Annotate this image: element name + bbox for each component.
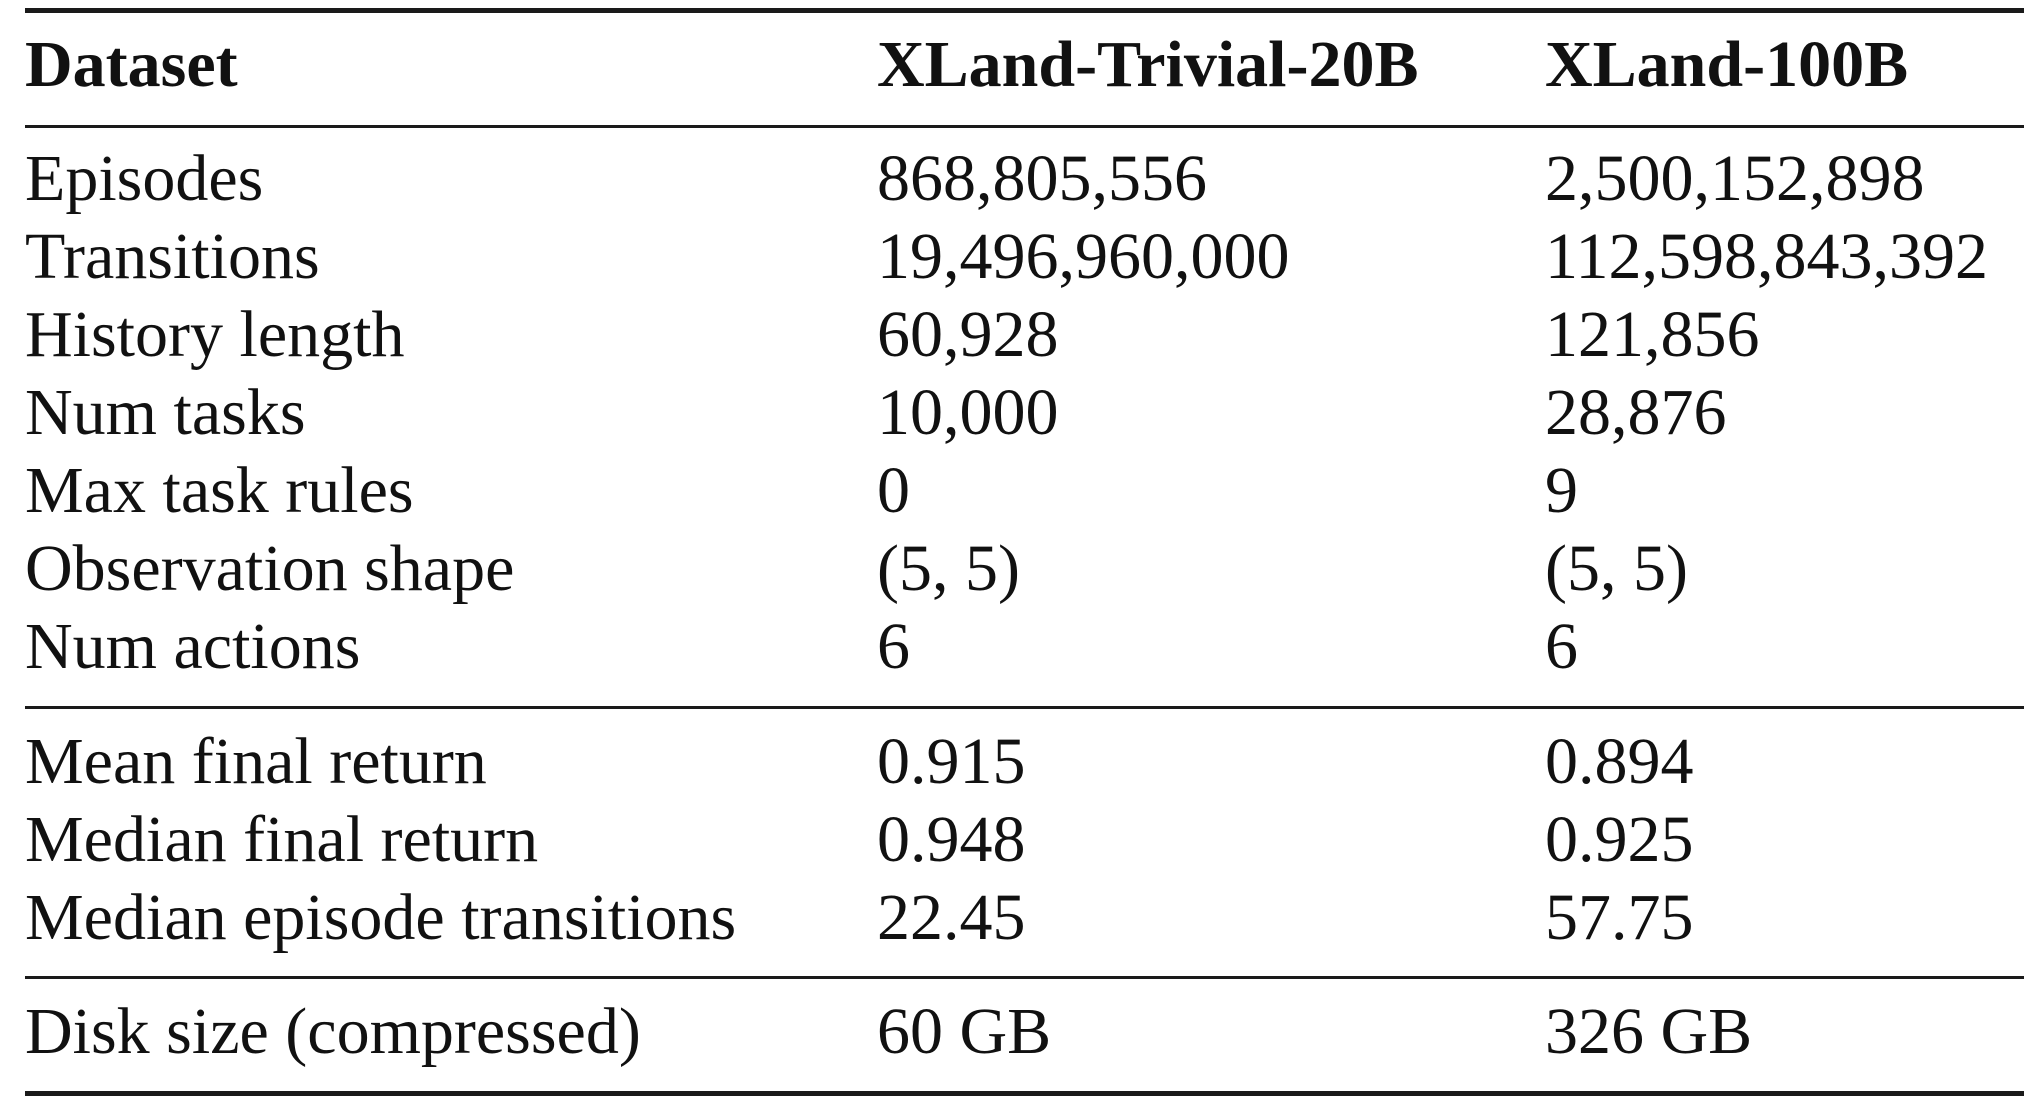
top-rule: [25, 8, 2024, 13]
row-value: 6: [877, 610, 910, 683]
row-value: 57.75: [1545, 881, 1694, 954]
row-value: 2,500,152,898: [1545, 142, 1925, 215]
row-value: (5, 5): [1545, 532, 1688, 605]
row-label: Num tasks: [25, 376, 306, 449]
header-rule: [25, 125, 2024, 128]
row-value: 0.894: [1545, 725, 1694, 798]
row-label: History length: [25, 298, 405, 371]
row-label: Disk size (compressed): [25, 995, 641, 1068]
row-value: 121,856: [1545, 298, 1760, 371]
row-label: Median episode transitions: [25, 881, 737, 954]
row-value: 60 GB: [877, 995, 1052, 1068]
row-value: 6: [1545, 610, 1578, 683]
header-xland-100b: XLand-100B: [1545, 28, 1909, 101]
row-value: (5, 5): [877, 532, 1020, 605]
row-value: 0.948: [877, 803, 1026, 876]
row-value: 0: [877, 454, 910, 527]
row-value: 0.915: [877, 725, 1026, 798]
row-value: 19,496,960,000: [877, 220, 1290, 293]
row-label: Mean final return: [25, 725, 487, 798]
row-label: Transitions: [25, 220, 320, 293]
header-xland-trivial-20b: XLand-Trivial-20B: [877, 28, 1419, 101]
row-value: 9: [1545, 454, 1578, 527]
row-value: 326 GB: [1545, 995, 1753, 1068]
row-value: 868,805,556: [877, 142, 1207, 215]
row-value: 0.925: [1545, 803, 1694, 876]
row-value: 112,598,843,392: [1545, 220, 1989, 293]
row-label: Episodes: [25, 142, 264, 215]
row-label: Median final return: [25, 803, 539, 876]
row-value: 22.45: [877, 881, 1026, 954]
row-label: Observation shape: [25, 532, 515, 605]
row-value: 60,928: [877, 298, 1059, 371]
row-value: 28,876: [1545, 376, 1727, 449]
row-label: Num actions: [25, 610, 361, 683]
group-rule: [25, 976, 2024, 979]
group-rule: [25, 706, 2024, 709]
row-label: Max task rules: [25, 454, 414, 527]
bottom-rule: [25, 1091, 2024, 1096]
row-value: 10,000: [877, 376, 1059, 449]
header-dataset: Dataset: [25, 28, 238, 101]
